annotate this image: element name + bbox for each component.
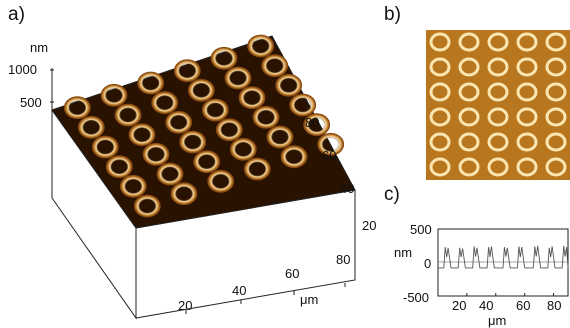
c-x-tick-20: 20 <box>452 298 466 313</box>
c-x-tick-80: 80 <box>547 298 561 313</box>
profile-series-line <box>438 246 568 268</box>
c-x-tick-60: 60 <box>516 298 530 313</box>
c-x-tick-40: 40 <box>479 298 493 313</box>
c-x-unit: μm <box>488 313 506 328</box>
